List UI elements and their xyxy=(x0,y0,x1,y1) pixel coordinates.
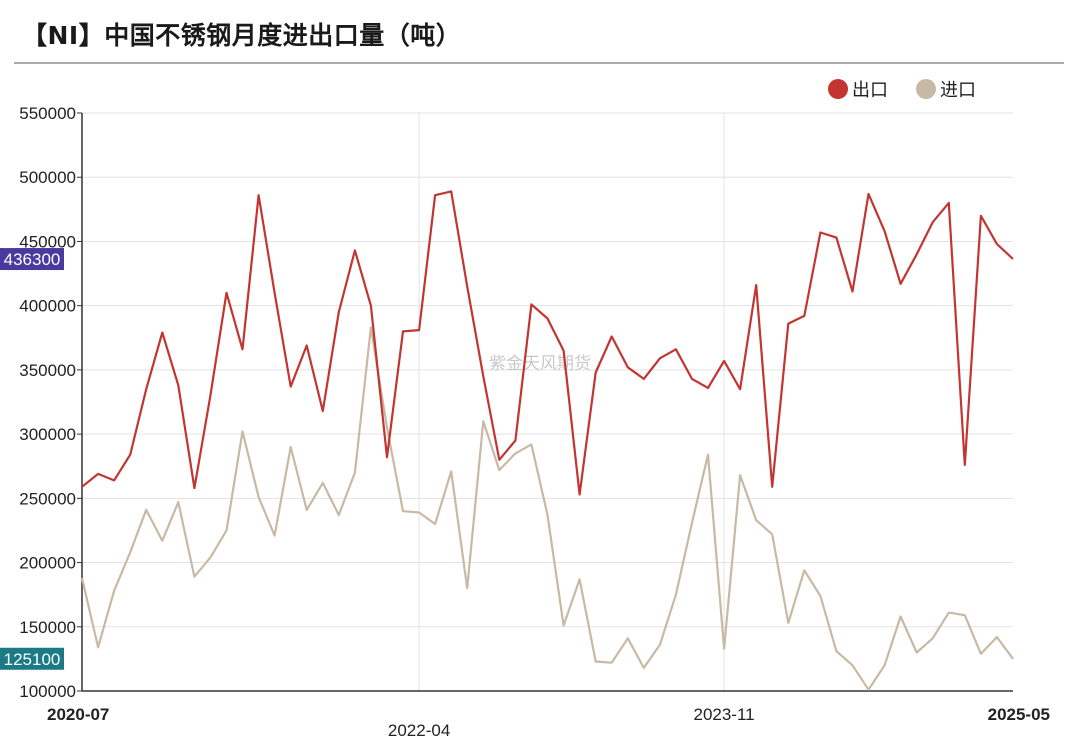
y-tick-label: 500000 xyxy=(19,168,76,187)
y-tick-label: 200000 xyxy=(19,554,76,573)
last-value-badge-bg xyxy=(0,647,64,670)
page-title: 【NI】中国不锈钢月度进出口量（吨） xyxy=(22,21,462,50)
last-value-badge-bg xyxy=(0,248,64,271)
x-tick-label: 2025-05 xyxy=(988,705,1050,724)
legend: 出口 进口 xyxy=(828,76,976,102)
x-tick-label: 2022-04 xyxy=(388,721,450,740)
legend-import-label: 进口 xyxy=(940,80,976,101)
y-tick-label: 300000 xyxy=(19,425,76,444)
legend-item-import[interactable]: 进口 xyxy=(916,76,976,102)
x-tick-label: 2023-11 xyxy=(693,705,754,724)
series-line-import xyxy=(80,326,1014,691)
last-value-badge: 436300 xyxy=(4,250,61,269)
y-tick-label: 350000 xyxy=(19,361,76,380)
watermark: 紫金天风期货 xyxy=(489,354,591,374)
y-tick-label: 400000 xyxy=(19,297,76,316)
y-tick-label: 250000 xyxy=(19,489,76,508)
legend-export-marker xyxy=(828,79,848,99)
y-tick-label: 450000 xyxy=(19,232,76,251)
x-tick-label: 2020-07 xyxy=(47,705,109,724)
y-tick-label: 550000 xyxy=(19,104,76,123)
legend-item-export[interactable]: 出口 xyxy=(828,76,888,102)
legend-export-label: 出口 xyxy=(852,80,888,101)
last-value-badge: 125100 xyxy=(4,650,61,669)
legend-import-marker xyxy=(916,79,936,99)
y-tick-label: 150000 xyxy=(19,618,76,637)
title-divider xyxy=(14,62,1064,64)
series-line-export xyxy=(81,190,1014,496)
y-tick-label: 100000 xyxy=(19,682,76,701)
